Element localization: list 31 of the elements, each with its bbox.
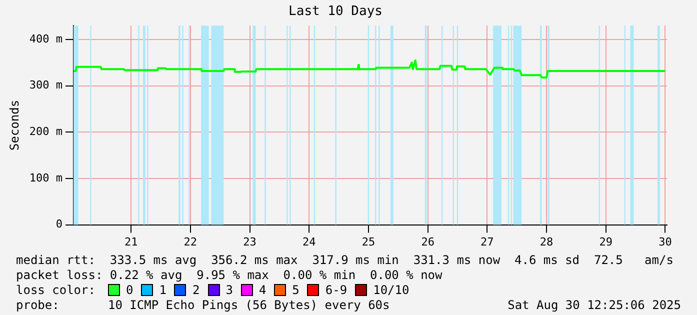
x-tick-label: 30 (658, 235, 672, 248)
text: 1 (158, 282, 166, 296)
x-tick-label: 25 (362, 235, 376, 248)
text: loss color: (16, 282, 96, 296)
text: 10 ICMP Echo Pings (56 Bytes) every 60s (108, 298, 390, 312)
text: 2 (191, 282, 200, 296)
text: probe: (16, 298, 60, 312)
text: 4 (258, 282, 266, 296)
y-tick-label: 400 m (29, 32, 63, 46)
text: 0 (125, 282, 134, 296)
text: packet loss: 0.22 % avg 9.95 % max 0.00 % min 0.00 % now (16, 267, 444, 282)
chart-title: Last 10 Days (288, 4, 382, 20)
text: median rtt: 333.5 ms avg 356.2 ms max 317.9 ms min 331.3 ms now 4.6 ms sd 72.5 am/s (16, 252, 674, 267)
text: 5 (291, 282, 300, 296)
y-axis-title: Seconds (7, 100, 22, 150)
x-tick-label: 26 (421, 235, 434, 248)
text: 3 (224, 282, 233, 296)
x-tick-label: 29 (599, 235, 612, 248)
x-tick-label: 23 (243, 235, 256, 248)
y-tick-label: 300 m (29, 78, 63, 92)
text: 6-9 (324, 282, 348, 296)
x-tick-label: 28 (540, 235, 554, 248)
x-tick-label: 21 (124, 235, 138, 248)
y-tick-label: 0 (56, 218, 63, 231)
x-tick-label: 22 (184, 235, 198, 248)
y-tick-label: 200 m (29, 125, 63, 138)
text: Sat Aug 30 12:25:06 2025 (508, 298, 681, 312)
x-tick-label: 24 (302, 235, 316, 248)
text: 10/10 (372, 282, 410, 296)
y-tick-label: 100 m (29, 171, 63, 184)
x-tick-label: 27 (480, 235, 494, 248)
